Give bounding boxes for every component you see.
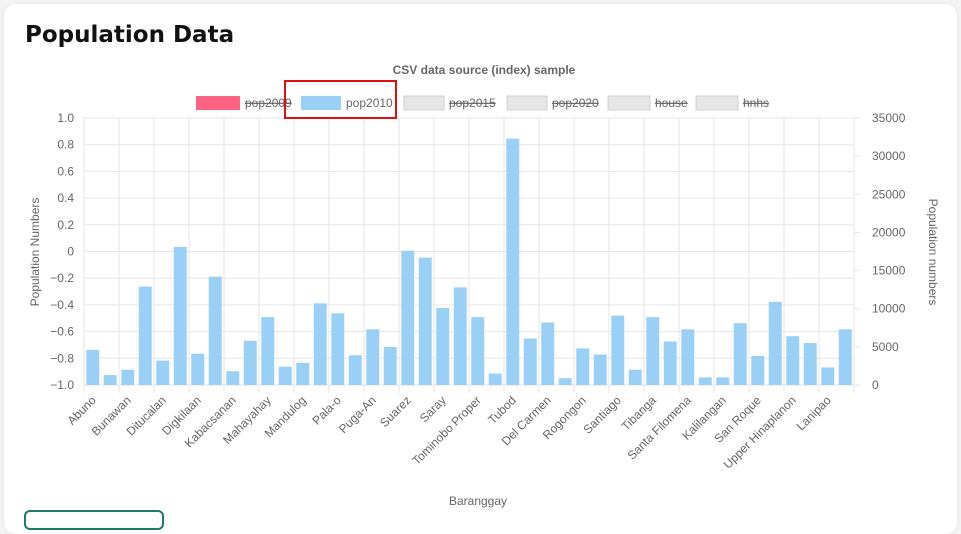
bar-pop2010[interactable] [821,367,835,385]
bar-pop2010[interactable] [681,329,695,385]
legend-highlight-box [284,80,397,119]
bar-pop2010[interactable] [628,369,642,385]
bar-pop2010[interactable] [401,250,415,385]
bar-pop2010[interactable] [191,353,205,385]
x-axis-title: Baranggay [449,494,507,508]
right-tick-label: 25000 [872,187,906,201]
x-tick-label: Saray [417,393,449,425]
legend-swatch [506,95,548,111]
left-tick-label: −0.2 [50,271,74,285]
bar-pop2010[interactable] [541,322,555,385]
legend-label: pop2009 [245,96,292,110]
legend-item-pop2020[interactable]: pop2020 [506,95,599,111]
bar-pop2010[interactable] [138,286,152,385]
bar-pop2010[interactable] [471,317,485,385]
bar-pop2010[interactable] [243,340,257,385]
bar-chart: CSV data source (index) sample pop2009 po… [28,63,940,508]
bar-pop2010[interactable] [103,375,117,385]
x-tick-label: Lanipao [794,393,834,433]
bar-pop2010[interactable] [383,346,397,385]
bar-pop2010[interactable] [576,348,590,385]
bar-pop2010[interactable] [663,341,677,385]
left-tick-label: 0 [67,245,74,259]
bar-pop2010[interactable] [348,355,362,385]
bar-pop2010[interactable] [226,371,240,385]
bar-pop2010[interactable] [453,287,467,385]
bars-layer [86,138,852,385]
legend-item-pop2015[interactable]: pop2015 [403,95,496,111]
bar-pop2010[interactable] [366,329,380,385]
bar-pop2010[interactable] [121,369,135,385]
right-tick-label: 5000 [872,340,899,354]
bar-pop2010[interactable] [733,323,747,385]
left-tick-label: −0.8 [50,351,74,365]
bar-pop2010[interactable] [418,257,432,385]
bar-pop2010[interactable] [173,246,187,385]
right-tick-label: 0 [872,378,879,392]
bar-pop2010[interactable] [751,356,765,385]
left-tick-label: −0.6 [50,325,74,339]
bar-pop2010[interactable] [313,303,327,385]
bar-pop2010[interactable] [838,329,852,385]
bar-pop2010[interactable] [436,307,450,385]
right-tick-label: 10000 [872,302,906,316]
bar-pop2010[interactable] [278,366,292,385]
page-title: Population Data [25,22,235,48]
legend-item-pop2010[interactable]: pop2010 [301,96,393,110]
x-tick-label: Puga-An [336,393,379,436]
legend-label: pop2015 [449,96,496,110]
bar-pop2010[interactable] [698,377,712,385]
left-tick-label: 1.0 [57,111,74,125]
chart-card [4,4,957,534]
bar-pop2010[interactable] [803,343,817,385]
bar-pop2010[interactable] [331,313,345,385]
right-tick-label: 20000 [872,225,906,239]
right-tick-label: 15000 [872,264,906,278]
bar-pop2010[interactable] [488,373,502,385]
y-axis-title-left: Population Numbers [28,198,42,307]
x-tick-label: Suarez [377,393,414,430]
bar-pop2010[interactable] [208,276,222,385]
left-tick-label: 0.6 [57,164,74,178]
bar-pop2010[interactable] [716,377,730,385]
bar-pop2010[interactable] [786,336,800,385]
bar-pop2010[interactable] [611,315,625,385]
legend-label: house [655,96,688,110]
bar-pop2010[interactable] [296,362,310,385]
bar-pop2010[interactable] [86,349,100,385]
legend-label: pop2020 [552,96,599,110]
right-tick-label: 30000 [872,149,906,163]
left-tick-label: 0.4 [57,191,74,205]
legend-swatch [196,96,240,110]
left-tick-label: −0.4 [50,298,74,312]
action-button[interactable] [24,510,164,530]
bar-pop2010[interactable] [593,354,607,385]
legend-item-pop2009[interactable]: pop2009 [196,96,292,110]
legend-label: pop2010 [346,96,393,110]
legend-swatch [403,95,445,111]
left-tick-label: 0.2 [57,218,74,232]
bar-pop2010[interactable] [506,138,520,385]
bar-pop2010[interactable] [523,338,537,385]
bar-pop2010[interactable] [156,360,170,385]
legend-swatch [301,96,341,110]
bar-pop2010[interactable] [558,378,572,385]
x-tick-label: Tubod [485,393,519,427]
bar-pop2010[interactable] [768,301,782,385]
legend-swatch [695,95,739,111]
left-tick-label: 0.8 [57,138,74,152]
x-tick-label: Santiago [580,393,624,437]
legend: pop2009 pop2010 pop2015 pop2020 house hnhs [196,95,769,111]
bar-pop2010[interactable] [646,317,660,385]
legend-item-house[interactable]: house [607,95,688,111]
right-tick-label: 35000 [872,111,906,125]
legend-swatch [607,95,651,111]
grid-layer [83,117,860,393]
bar-pop2010[interactable] [261,317,275,385]
legend-item-hnhs[interactable]: hnhs [695,95,769,111]
chart-title: CSV data source (index) sample [393,63,576,77]
y-axis-title-right: Population numbers [926,199,940,306]
left-tick-label: −1.0 [50,378,74,392]
legend-label: hnhs [743,96,769,110]
